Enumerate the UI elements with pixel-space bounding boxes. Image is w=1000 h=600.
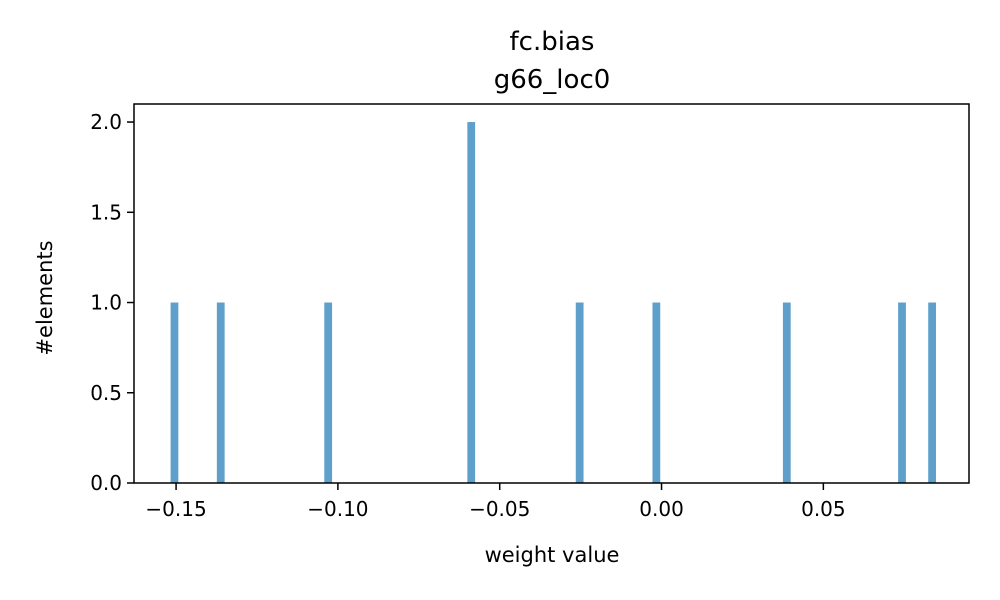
histogram-bar-3 xyxy=(467,122,476,484)
histogram-bar-0 xyxy=(170,302,179,483)
chart-subtitle: g66_loc0 xyxy=(494,65,611,95)
bars-group xyxy=(170,122,936,484)
histogram-bar-8 xyxy=(928,302,936,483)
chart-title: fc.bias xyxy=(510,27,595,57)
histogram-bar-2 xyxy=(324,302,333,483)
x-axis-ticks: −0.15 −0.10 −0.05 0.00 0.05 xyxy=(145,483,846,521)
histogram-bar-6 xyxy=(782,302,791,483)
y-tick-label: 2.0 xyxy=(90,110,122,134)
histogram-bar-4 xyxy=(575,302,584,483)
y-axis-label: #elements xyxy=(33,240,57,355)
x-tick-label: −0.10 xyxy=(307,497,368,521)
x-tick-label: −0.05 xyxy=(469,497,530,521)
y-tick-label: 1.0 xyxy=(90,291,122,315)
x-tick-label: 0.05 xyxy=(801,497,846,521)
x-axis-label: weight value xyxy=(485,543,620,567)
y-axis-ticks: 0.0 0.5 1.0 1.5 2.0 xyxy=(90,110,134,495)
y-tick-label: 0.0 xyxy=(90,471,122,495)
histogram-bar-1 xyxy=(216,302,225,483)
x-tick-label: −0.15 xyxy=(145,497,206,521)
histogram-bar-7 xyxy=(898,302,906,483)
y-tick-label: 0.5 xyxy=(90,381,122,405)
plot-frame xyxy=(133,103,970,484)
x-tick-label: 0.00 xyxy=(639,497,684,521)
histogram-bar-5 xyxy=(652,302,661,483)
y-tick-label: 1.5 xyxy=(90,200,122,224)
